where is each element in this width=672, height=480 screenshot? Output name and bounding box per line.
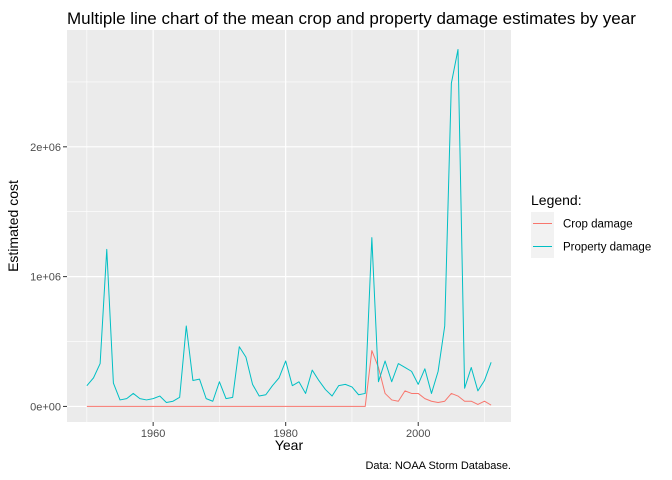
y-tick-label: 1e+06 [30, 272, 61, 284]
series-line-property-damage [86, 48, 492, 404]
y-tick-label: 2e+06 [30, 142, 61, 154]
axis-ticks: 1960 1980 2000 0e+00 1e+06 2e+06 [30, 142, 430, 440]
chart-caption: Data: NOAA Storm Database. [365, 460, 511, 472]
y-axis-title: Estimated cost [5, 180, 21, 272]
chart-title: Multiple line chart of the mean crop and… [67, 9, 636, 28]
plot-panel [67, 30, 511, 422]
series-lines [86, 48, 492, 407]
x-axis-title: Year [275, 437, 304, 453]
legend-title: Legend: [531, 192, 582, 208]
legend-label: Property damage [563, 242, 651, 254]
x-tick-label: 1960 [141, 428, 165, 440]
series-line-crop-damage [86, 350, 492, 407]
legend-label: Crop damage [563, 219, 633, 231]
legend: Legend: Crop damage Property damage [531, 192, 651, 258]
y-tick-label: 0e+00 [30, 401, 61, 413]
x-tick-label: 2000 [406, 428, 430, 440]
x-tick-label: 1980 [273, 428, 297, 440]
